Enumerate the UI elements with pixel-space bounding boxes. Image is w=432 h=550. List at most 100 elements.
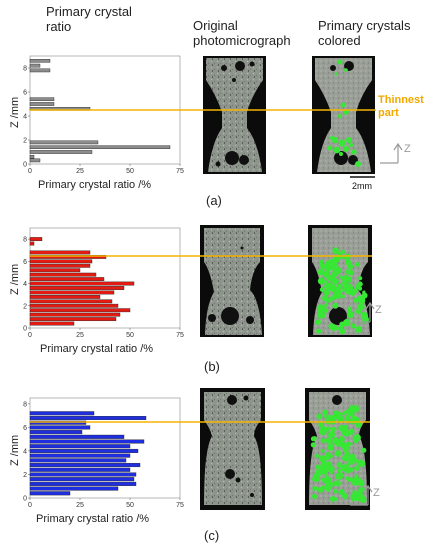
ytick-label: 4: [23, 114, 27, 121]
crystal-grain: [317, 414, 322, 419]
header-primary-crystals-colored: Primary crystals colored: [318, 18, 428, 48]
bar-c-5: [29, 467, 131, 472]
ytick-label: 8: [23, 66, 27, 73]
xtick-label: 25: [76, 502, 84, 509]
crystal-grain: [349, 290, 356, 297]
crystal-grain: [314, 453, 319, 458]
crystal-grain: [319, 428, 327, 436]
bar-a-19: [29, 68, 51, 73]
bar-b-6: [29, 294, 101, 299]
bar-c-4: [29, 472, 137, 477]
ytick-label: 2: [23, 472, 27, 479]
crystal-grain: [334, 288, 342, 296]
chart-b-yticks: 0 2 4 6 8: [23, 237, 30, 333]
z-axis-label-b: Z: [375, 304, 382, 316]
ytick-label: 2: [23, 138, 27, 145]
crystal-grain: [360, 311, 368, 320]
scale-bar-label: 2mm: [352, 181, 372, 191]
bar-b-8: [29, 286, 125, 290]
crystal-grain: [310, 442, 316, 448]
crystal-grain: [332, 265, 340, 272]
crystal-grain: [353, 297, 360, 304]
crystal-grain: [319, 287, 325, 292]
crystal-grain: [346, 311, 355, 319]
bar-a-0: [29, 158, 41, 163]
bar-c-8: [29, 453, 131, 458]
crystal-grain: [322, 409, 328, 415]
crystal-grain: [341, 492, 348, 499]
xtick-label: 50: [126, 502, 134, 509]
crystal-grain: [325, 437, 332, 444]
bar-c-0: [29, 491, 71, 496]
crystal-grain: [357, 303, 365, 311]
ytick-label: 2: [23, 303, 27, 310]
crystal-grain: [319, 312, 326, 319]
bar-b-12: [29, 268, 81, 273]
crystal-grain: [330, 295, 336, 301]
header-line-1: Primary crystal: [46, 4, 132, 19]
crystal-grain: [348, 453, 357, 462]
chart-a-xticks: 0 25 50 75: [28, 164, 184, 175]
crystal-grain: [357, 479, 365, 487]
crystal-grain: [329, 496, 336, 502]
crystal-grain: [324, 303, 329, 307]
crystal-grain: [329, 415, 337, 423]
photomicrograph-a: [203, 56, 266, 174]
xtick-label: 75: [176, 168, 184, 175]
caption-c: (c): [204, 528, 219, 543]
crystal-grain: [341, 288, 346, 292]
crystal-grain: [324, 474, 329, 479]
crystal-grain: [334, 497, 338, 501]
colored-crystals-a: [312, 56, 375, 174]
crystal-grain: [362, 290, 366, 294]
bar-c-11: [29, 439, 145, 444]
header-line-1: Original: [193, 18, 238, 33]
ytick-label: 0: [23, 326, 27, 333]
crystal-grain: [323, 308, 329, 314]
chart-c-xlabel: Primary crystal ratio /%: [36, 513, 149, 525]
bar-b-5: [29, 299, 113, 304]
ytick-label: 0: [23, 496, 27, 503]
bar-c-17: [29, 411, 95, 416]
bar-a-20: [29, 63, 41, 68]
crystal-grain: [322, 469, 328, 475]
crystal-grains-b: [315, 247, 370, 335]
crystal-grain: [354, 465, 360, 471]
crystal-grain: [310, 436, 316, 442]
crystal-grain: [324, 462, 331, 469]
crystal-grain: [344, 256, 349, 261]
ytick-label: 4: [23, 448, 27, 455]
ytick-label: 4: [23, 281, 27, 288]
header-primary-crystal-ratio: Primary crystal ratio: [46, 4, 156, 34]
bar-c-14: [29, 425, 91, 430]
crystal-grain: [352, 495, 357, 500]
colored-crystals-b: [308, 225, 372, 337]
thinnest-line-1: Thinnest: [378, 94, 424, 106]
xtick-label: 50: [126, 168, 134, 175]
bar-a-21: [29, 59, 51, 63]
crystal-grain: [327, 443, 334, 450]
crystal-grain: [333, 489, 338, 494]
caption-a: (a): [206, 193, 222, 208]
crystal-grain: [358, 276, 363, 281]
bar-c-2: [29, 481, 137, 486]
z-axis-marker-a: [380, 142, 403, 164]
crystal-grain: [357, 284, 361, 289]
crystal-grain: [317, 277, 325, 285]
crystal-grain: [338, 275, 343, 279]
crystal-grain: [333, 410, 340, 417]
crystal-grain: [361, 296, 366, 301]
crystal-grain: [330, 324, 338, 331]
crystal-grain: [316, 320, 320, 325]
bar-c-10: [29, 444, 131, 449]
xtick-label: 75: [176, 332, 184, 339]
crystal-grain: [324, 478, 330, 485]
chart-c-yticks: 0 2 4 6 8: [23, 401, 30, 503]
crystal-grains-c: [310, 405, 367, 503]
header-line-1: Primary crystals: [318, 18, 411, 33]
crystal-grain: [324, 266, 331, 273]
crystal-grain: [323, 272, 329, 278]
xtick-label: 75: [176, 502, 184, 509]
crystal-grain: [354, 491, 359, 496]
header-line-2: photomicrograph: [193, 33, 291, 48]
